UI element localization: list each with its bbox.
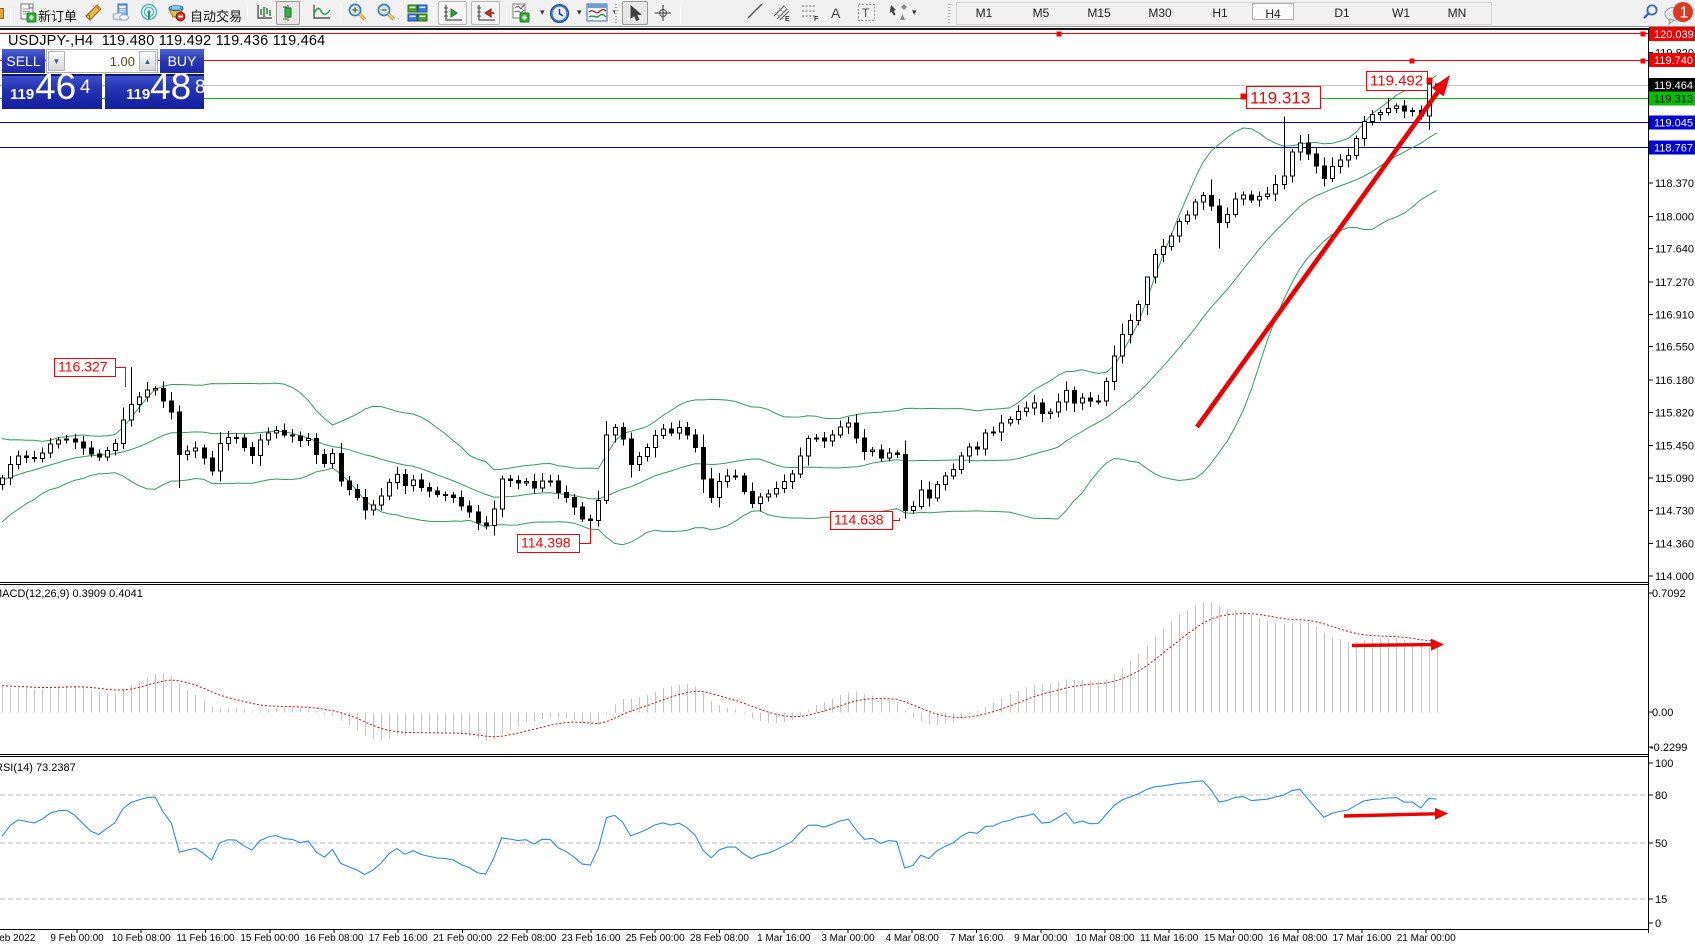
svg-text:115.090: 115.090	[1655, 473, 1694, 485]
svg-text:114.000: 114.000	[1655, 571, 1694, 583]
svg-text:11 Mar 16:00: 11 Mar 16:00	[1140, 933, 1199, 943]
svg-text:22 Feb 08:00: 22 Feb 08:00	[497, 933, 556, 943]
svg-text:0: 0	[1655, 918, 1661, 930]
svg-text:119.313: 119.313	[1654, 94, 1693, 106]
svg-text:118.370: 118.370	[1655, 178, 1694, 190]
svg-text:116.180: 116.180	[1655, 375, 1694, 387]
svg-text:116.910: 116.910	[1655, 309, 1694, 321]
svg-text:9 Mar 00:00: 9 Mar 00:00	[1014, 933, 1068, 943]
svg-text:1: 1	[1680, 5, 1689, 22]
svg-text:119.464: 119.464	[1654, 80, 1693, 92]
svg-text:11 Feb 16:00: 11 Feb 16:00	[176, 933, 235, 943]
svg-text:7 Mar 16:00: 7 Mar 16:00	[950, 933, 1004, 943]
svg-text:USDJPY-,H4 119.480 119.492 11: USDJPY-,H4 119.480 119.492 119.436 119.4…	[8, 33, 325, 49]
svg-text:117.640: 117.640	[1655, 244, 1694, 256]
svg-text:9 Feb 00:00: 9 Feb 00:00	[50, 933, 104, 943]
svg-text:115.820: 115.820	[1655, 407, 1694, 419]
svg-text:114.638: 114.638	[834, 512, 884, 528]
svg-text:116.550: 116.550	[1655, 342, 1694, 354]
svg-text:MACD(12,26,9) 0.3909 0.4041: MACD(12,26,9) 0.3909 0.4041	[0, 588, 143, 600]
svg-text:10 Feb 08:00: 10 Feb 08:00	[112, 933, 171, 943]
svg-text:114.360: 114.360	[1655, 539, 1694, 551]
svg-text:3 Mar 00:00: 3 Mar 00:00	[821, 933, 875, 943]
svg-text:28 Feb 08:00: 28 Feb 08:00	[690, 933, 749, 943]
svg-text:21 Mar 00:00: 21 Mar 00:00	[1397, 933, 1456, 943]
svg-text:1 Mar 16:00: 1 Mar 16:00	[757, 933, 811, 943]
svg-text:120.039: 120.039	[1654, 29, 1694, 41]
svg-text:17 Mar 16:00: 17 Mar 16:00	[1333, 933, 1392, 943]
svg-text:115.450: 115.450	[1655, 441, 1694, 453]
svg-text:100: 100	[1655, 758, 1673, 770]
svg-text:0.7092: 0.7092	[1652, 588, 1686, 600]
svg-text:119.045: 119.045	[1654, 118, 1693, 130]
svg-text:15 Feb 00:00: 15 Feb 00:00	[240, 933, 299, 943]
svg-text:118.000: 118.000	[1655, 211, 1694, 223]
svg-text:4 Mar 08:00: 4 Mar 08:00	[886, 933, 940, 943]
svg-text:E: E	[785, 16, 790, 22]
svg-text:8 Feb 2022: 8 Feb 2022	[0, 933, 36, 943]
svg-text:T: T	[862, 6, 870, 20]
svg-text:118.767: 118.767	[1654, 143, 1693, 155]
svg-text:17 Feb 16:00: 17 Feb 16:00	[369, 933, 428, 943]
svg-text:119.492: 119.492	[1370, 73, 1423, 90]
svg-text:15: 15	[1655, 894, 1667, 906]
svg-text:21 Feb 00:00: 21 Feb 00:00	[433, 933, 492, 943]
svg-text:25 Feb 00:00: 25 Feb 00:00	[626, 933, 685, 943]
svg-text:114.730: 114.730	[1655, 505, 1694, 517]
svg-text:15 Mar 00:00: 15 Mar 00:00	[1204, 933, 1263, 943]
svg-text:23 Feb 16:00: 23 Feb 16:00	[562, 933, 621, 943]
svg-text:F: F	[814, 16, 819, 22]
svg-text:116.327: 116.327	[58, 359, 108, 375]
svg-text:50: 50	[1655, 838, 1667, 850]
svg-text:16 Mar 08:00: 16 Mar 08:00	[1268, 933, 1327, 943]
svg-text:RSI(14) 73.2387: RSI(14) 73.2387	[0, 762, 76, 774]
svg-text:-0.2299: -0.2299	[1650, 742, 1687, 754]
svg-text:80: 80	[1655, 790, 1667, 802]
svg-text:114.398: 114.398	[521, 535, 571, 551]
svg-text:119.313: 119.313	[1250, 89, 1310, 108]
svg-text:16 Feb 08:00: 16 Feb 08:00	[305, 933, 364, 943]
svg-text:117.270: 117.270	[1655, 277, 1694, 289]
svg-text:119.740: 119.740	[1654, 55, 1693, 67]
svg-text:0.00: 0.00	[1652, 707, 1673, 719]
svg-text:10 Mar 08:00: 10 Mar 08:00	[1076, 933, 1135, 943]
